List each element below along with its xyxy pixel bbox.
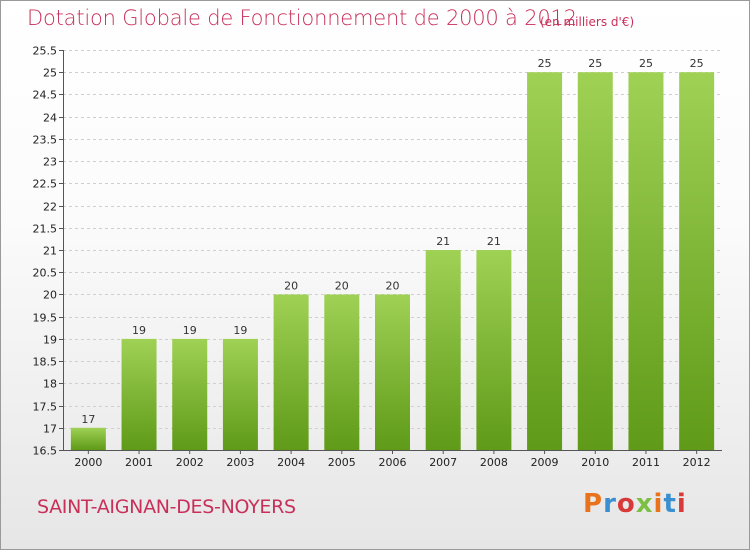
bar-value-label: 20: [386, 279, 400, 292]
y-tick-label: 21.5: [33, 223, 58, 236]
bar-value-label: 19: [132, 324, 146, 337]
y-tick-label: 24: [43, 112, 57, 125]
y-tick-label: 20.5: [33, 267, 58, 280]
bar-value-label: 20: [284, 279, 298, 292]
chart-units: (en milliers d'€): [540, 15, 635, 29]
y-tick-label: 18: [43, 378, 57, 391]
bars: [70, 72, 715, 450]
x-tick-label: 2002: [176, 456, 204, 469]
bar-value-label: 21: [487, 235, 501, 248]
y-tick-label: 22: [43, 201, 57, 214]
bar-2002: [172, 338, 208, 450]
bar-value-label: 19: [183, 324, 197, 337]
y-tick-label: 19: [43, 334, 57, 347]
x-tick-label: 2001: [125, 456, 153, 469]
bar-2006: [375, 294, 410, 450]
x-tick-label: 2006: [379, 456, 407, 469]
bar-value-label: 20: [335, 279, 349, 292]
bar-value-label: 21: [436, 235, 450, 248]
bar-2003: [222, 338, 258, 450]
bar-value-label: 19: [233, 324, 247, 337]
bar-2008: [476, 250, 512, 450]
y-tick-label: 18.5: [33, 356, 58, 369]
x-tick-label: 2004: [277, 456, 305, 469]
y-tick-label: 20: [43, 289, 57, 302]
logo-letter: t: [663, 489, 677, 519]
logo-letter: P: [583, 489, 604, 519]
y-tick-label: 23.5: [33, 134, 58, 147]
axes: [59, 50, 722, 454]
y-tick-label: 17: [43, 423, 57, 436]
bar-value-label: 25: [639, 57, 653, 70]
bar-2001: [121, 338, 157, 450]
logo-letter: i: [653, 489, 664, 519]
y-tick-label: 25: [43, 67, 57, 80]
x-tick-label: 2000: [74, 456, 102, 469]
y-tick-label: 21: [43, 245, 57, 258]
bar-value-label: 17: [81, 413, 95, 426]
commune-name: SAINT-AIGNAN-DES-NOYERS: [37, 496, 296, 518]
bar-2004: [273, 294, 309, 450]
logo-letter: i: [676, 489, 687, 519]
proxiti-logo[interactable]: Proxiti: [583, 489, 687, 519]
bar-value-label: 25: [690, 57, 704, 70]
logo-letter: o: [616, 489, 636, 519]
x-tick-label: 2003: [226, 456, 254, 469]
x-tick-label: 2012: [683, 456, 711, 469]
bar-2007: [425, 250, 461, 450]
bar-2009: [527, 72, 563, 450]
bar-2005: [324, 294, 360, 450]
y-tick-label: 24.5: [33, 89, 58, 102]
bar-2000: [70, 427, 106, 450]
x-tick-label: 2005: [328, 456, 356, 469]
bar-value-label: 25: [588, 57, 602, 70]
x-tick-label: 2009: [531, 456, 559, 469]
x-tick-label: 2010: [581, 456, 609, 469]
x-tick-label: 2011: [632, 456, 660, 469]
y-tick-label: 17.5: [33, 401, 58, 414]
x-tick-label: 2007: [429, 456, 457, 469]
logo-letter: r: [603, 489, 617, 519]
labels: 16.5 17 17.5 18 18.5 19 19.5 20 20.5 21 21.5 22 22.5…: [33, 45, 711, 470]
chart-title: Dotation Globale de Fonctionnement de 20…: [27, 6, 577, 30]
logo-letter: x: [635, 489, 654, 519]
y-tick-label: 19.5: [33, 312, 58, 325]
x-tick-label: 2008: [480, 456, 508, 469]
bar-value-label: 25: [538, 57, 552, 70]
y-tick-label: 25.5: [33, 45, 58, 58]
bar-2010: [577, 72, 613, 450]
bar-2011: [628, 72, 664, 450]
y-tick-label: 22.5: [33, 178, 58, 191]
bar-2012: [679, 72, 715, 450]
y-tick-label: 16.5: [33, 445, 58, 458]
y-tick-label: 23: [43, 156, 57, 169]
